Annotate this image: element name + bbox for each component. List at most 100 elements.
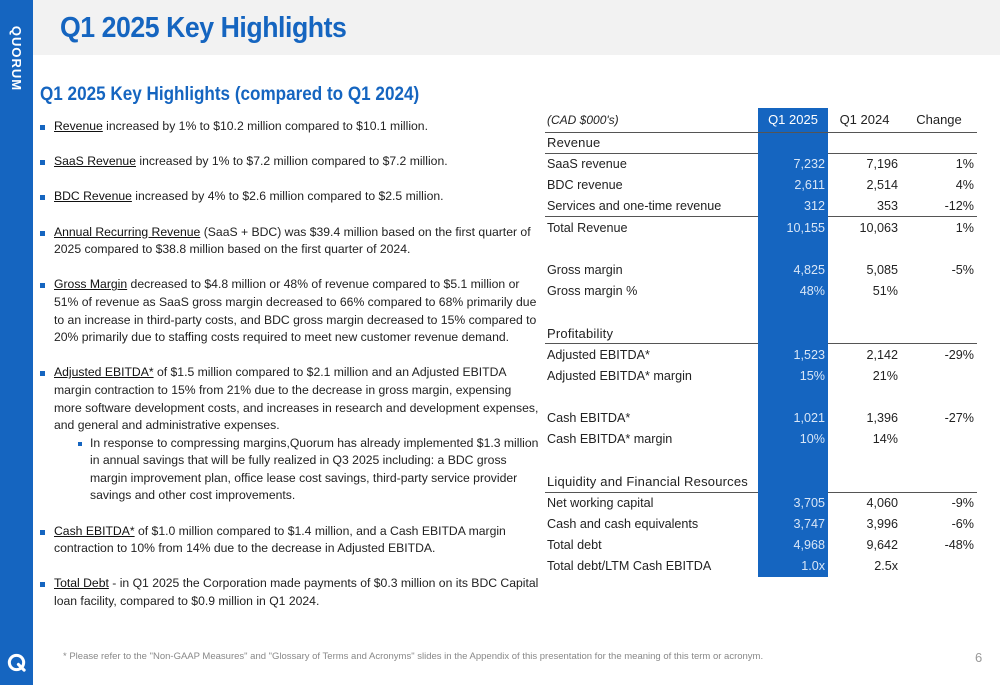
brand-name: QUORUM (9, 25, 24, 91)
table-row: Cash EBITDA* 1,021 1,396 -27% (545, 407, 977, 429)
table-row: Total debt/LTM Cash EBITDA 1.0x 2.5x (545, 555, 977, 577)
row-label: BDC revenue (547, 177, 623, 192)
row-label: Services and one-time revenue (545, 195, 758, 218)
highlight-lead: Adjusted EBITDA* (54, 365, 154, 380)
cell-q1-2025 (758, 449, 828, 471)
cell-q1-2024: 2.5x (874, 559, 898, 574)
cell-change: -6% (951, 516, 974, 531)
cell-change (901, 302, 977, 323)
table-row: Gross margin % 48% 51% (545, 280, 977, 302)
highlight-lead: Gross Margin (54, 277, 128, 292)
cell-change: -29% (944, 347, 974, 362)
highlight-item: Adjusted EBITDA* of $1.5 million compare… (40, 364, 540, 505)
cell-change (901, 429, 977, 450)
table-row: SaaS revenue 7,232 7,196 1% (545, 153, 977, 175)
cell-q1-2025: 10% (758, 428, 828, 450)
cell-q1-2024: 7,196 (866, 157, 898, 172)
row-label: Adjusted EBITDA* margin (547, 368, 692, 383)
cell-q1-2025: 3,705 (758, 492, 828, 514)
cell-q1-2025 (758, 237, 828, 260)
row-label (545, 450, 758, 471)
header-band (33, 0, 1000, 55)
highlight-lead: Revenue (54, 119, 103, 133)
cell-q1-2024: 2,514 (866, 177, 898, 192)
cell-change: 1% (955, 157, 974, 172)
cell-q1-2025: 1,523 (758, 343, 828, 366)
cell-change (901, 556, 977, 577)
table-header-row: (CAD $000's) Q1 2025 Q1 2024 Change (545, 108, 977, 133)
col-header-change: Change (901, 108, 977, 133)
cell-q1-2025 (758, 471, 828, 493)
table-row: BDC revenue 2,611 2,514 4% (545, 174, 977, 196)
highlight-lead: Cash EBITDA* (54, 523, 135, 538)
row-label: Cash and cash equivalents (547, 516, 699, 531)
cell-q1-2024: 5,085 (866, 262, 898, 277)
row-label (545, 302, 758, 323)
highlights-list: Revenue increased by 1% to $10.2 million… (40, 118, 540, 628)
table-row: Total Revenue 10,155 10,063 1% (545, 216, 977, 238)
highlight-item: Revenue increased by 1% to $10.2 million… (40, 118, 540, 136)
cell-q1-2024: 14% (872, 432, 898, 447)
table-row: Profitability (545, 322, 977, 345)
row-label (545, 386, 758, 407)
cell-change (901, 322, 977, 345)
row-label (545, 238, 758, 259)
cell-q1-2024: 353 (828, 195, 901, 218)
highlight-item: Gross Margin decreased to $4.8 million o… (40, 276, 540, 346)
highlight-text: of $1.5 million compared to $2.1 million… (54, 365, 539, 433)
cell-q1-2024: 2,142 (866, 347, 898, 362)
row-label: Profitability (545, 322, 758, 345)
table-row (545, 386, 977, 408)
brand-sidebar: QUORUM (0, 0, 33, 685)
table-row: Cash EBITDA* margin 10% 14% (545, 428, 977, 450)
cell-change: -9% (951, 496, 974, 511)
row-label: Total debt/LTM Cash EBITDA (547, 559, 712, 574)
row-label: Gross margin (547, 262, 623, 277)
table-row (545, 237, 977, 260)
financial-table-container: (CAD $000's) Q1 2025 Q1 2024 Change Reve… (545, 108, 977, 577)
highlight-lead: SaaS Revenue (54, 154, 136, 169)
highlight-item: BDC Revenue increased by 4% to $2.6 mill… (40, 188, 540, 206)
cell-q1-2024: 4,060 (866, 496, 898, 511)
cell-q1-2025: 15% (758, 365, 828, 387)
cell-q1-2025: 1.0x (758, 555, 828, 577)
table-row: Gross margin 4,825 5,085 -5% (545, 259, 977, 281)
cell-q1-2025: 2,611 (758, 174, 828, 196)
cell-change: 4% (955, 177, 974, 192)
cell-q1-2025 (758, 132, 828, 154)
cell-q1-2024 (828, 322, 901, 345)
col-header-q1-2024: Q1 2024 (828, 108, 901, 133)
cell-q1-2025: 312 (758, 195, 828, 218)
brand-q-logo-icon (7, 653, 26, 672)
unit-label: (CAD $000's) (545, 108, 758, 133)
cell-q1-2025 (758, 301, 828, 323)
highlight-text: - in Q1 2025 the Corporation made paymen… (54, 576, 539, 609)
row-label: Cash EBITDA* margin (547, 432, 673, 447)
cell-q1-2024: 10,063 (859, 220, 898, 235)
col-header-q1-2025: Q1 2025 (758, 108, 828, 133)
cell-q1-2024 (828, 450, 901, 471)
cell-q1-2024: 51% (872, 283, 898, 298)
highlight-lead: BDC Revenue (54, 189, 132, 204)
highlight-text: increased by 4% to $2.6 million compared… (131, 189, 444, 204)
brand-wordmark: QUORUM (0, 8, 33, 108)
row-label: Liquidity and Financial Resources (545, 471, 758, 493)
cell-q1-2024 (828, 238, 901, 259)
row-label: Gross margin % (547, 283, 638, 298)
cell-change: -12% (901, 195, 977, 218)
table-row: Revenue (545, 132, 977, 154)
table-row: Adjusted EBITDA* margin 15% 21% (545, 365, 977, 387)
cell-q1-2024 (828, 471, 901, 493)
cell-q1-2024 (828, 386, 901, 407)
highlight-sub-item: In response to compressing margins,Quoru… (54, 435, 540, 505)
row-label: Revenue (545, 132, 758, 154)
table-row: Services and one-time revenue 312 353 -12% (545, 195, 977, 218)
cell-q1-2025: 3,747 (758, 513, 828, 535)
cell-change (901, 132, 977, 154)
page-title: Q1 2025 Key Highlights (60, 12, 347, 44)
financial-table: (CAD $000's) Q1 2025 Q1 2024 Change Reve… (545, 108, 977, 577)
cell-change (901, 238, 977, 259)
table-row: Net working capital 3,705 4,060 -9% (545, 492, 977, 514)
table-row: Adjusted EBITDA* 1,523 2,142 -29% (545, 343, 977, 366)
cell-q1-2025: 1,021 (758, 407, 828, 429)
